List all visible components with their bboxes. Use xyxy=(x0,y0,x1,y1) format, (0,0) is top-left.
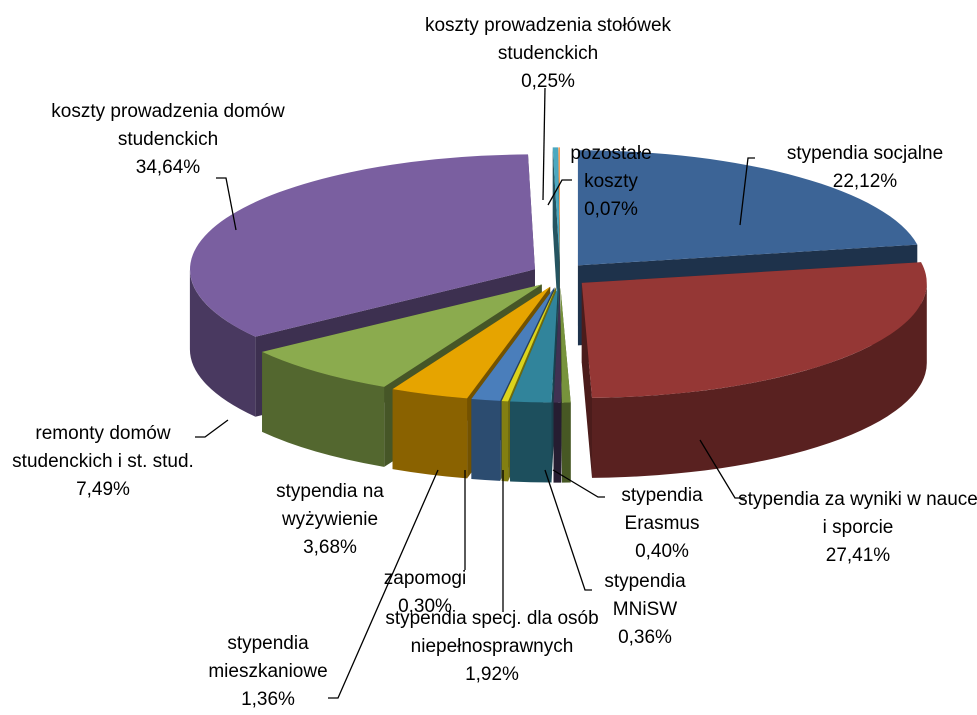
slice-side xyxy=(501,401,509,482)
data-label: pozostałe koszty 0,07% xyxy=(556,140,666,224)
value-label: 27,41% xyxy=(825,545,891,566)
slice xyxy=(510,287,558,403)
slice xyxy=(577,150,918,266)
category-label: stypendia mieszkaniowe xyxy=(208,633,328,682)
category-label: stypendia socjalne xyxy=(786,143,944,164)
data-label: stypendia MNiSW 0,36% xyxy=(580,568,710,652)
leader-lines xyxy=(195,87,755,699)
category-label: stypendia za wyniki w nauce i sporcie xyxy=(738,489,977,538)
slice xyxy=(552,147,560,263)
slice-wall xyxy=(581,282,592,478)
slice-side xyxy=(392,389,468,479)
slice xyxy=(262,284,542,387)
slice xyxy=(560,287,571,403)
leader-line xyxy=(739,157,755,226)
data-label: zapomogi 0,30% xyxy=(375,565,475,621)
slice xyxy=(553,287,562,403)
category-label: stypendia Erasmus xyxy=(621,485,703,534)
slice-side xyxy=(189,269,256,417)
slice xyxy=(392,286,551,399)
slice xyxy=(190,154,535,337)
value-label: 7,49% xyxy=(76,479,130,500)
slice-side xyxy=(592,282,927,478)
value-label: 1,36% xyxy=(241,689,295,710)
category-label: zapomogi xyxy=(383,568,467,589)
value-label: 22,12% xyxy=(832,171,898,192)
leader-line xyxy=(547,179,572,206)
value-label: 0,25% xyxy=(521,71,575,92)
category-label: pozostałe koszty xyxy=(570,143,652,192)
data-label: stypendia specj. dla osób niepełnosprawn… xyxy=(377,605,607,689)
pie xyxy=(189,147,927,483)
data-label: stypendia na wyżywienie 3,68% xyxy=(240,478,420,562)
data-label: stypendia socjalne 22,12% xyxy=(755,140,975,196)
slice-side xyxy=(262,351,385,467)
data-label: stypendia mieszkaniowe 1,36% xyxy=(188,630,348,714)
slice xyxy=(558,147,560,263)
data-label: koszty prowadzenia stołówek studenckich 0… xyxy=(418,12,678,96)
leader-line xyxy=(328,469,439,699)
value-label: 0,40% xyxy=(635,541,689,562)
value-label: 3,68% xyxy=(303,537,357,558)
slice xyxy=(501,287,556,402)
slice-side xyxy=(553,402,562,483)
data-label: koszty prowadzenia domów studenckich 34,6… xyxy=(43,98,293,182)
value-label: 0,30% xyxy=(398,596,452,617)
slice xyxy=(471,287,555,401)
category-label: stypendia specj. dla osób niepełnosprawn… xyxy=(385,608,599,657)
category-label: koszty prowadzenia domów studenckich xyxy=(51,101,285,150)
leader-line xyxy=(544,469,592,591)
leader-line xyxy=(552,469,605,498)
slice-side xyxy=(510,401,552,483)
category-label: koszty prowadzenia stołówek studenckich xyxy=(424,15,672,64)
data-label: remonty domów studenckich i st. stud. 7,4… xyxy=(0,420,208,504)
value-label: 0,36% xyxy=(618,627,672,648)
leader-line xyxy=(195,419,229,438)
category-label: remonty domów studenckich i st. stud. xyxy=(12,423,194,472)
category-label: stypendia na wyżywienie xyxy=(276,481,384,530)
value-label: 34,64% xyxy=(135,157,201,178)
slice-wall xyxy=(560,287,562,483)
leader-line xyxy=(216,177,237,231)
value-label: 0,07% xyxy=(584,199,638,220)
value-label: 1,92% xyxy=(465,664,519,685)
slice-side xyxy=(471,399,501,481)
category-label: stypendia MNiSW xyxy=(604,571,686,620)
leader-line xyxy=(699,439,745,499)
data-label: stypendia za wyniki w nauce i sporcie 27,… xyxy=(738,486,977,570)
data-label: stypendia Erasmus 0,40% xyxy=(597,482,727,566)
leader-line xyxy=(542,87,546,201)
slice xyxy=(581,262,927,398)
slice-side xyxy=(562,402,571,483)
slice-wall xyxy=(552,147,560,343)
